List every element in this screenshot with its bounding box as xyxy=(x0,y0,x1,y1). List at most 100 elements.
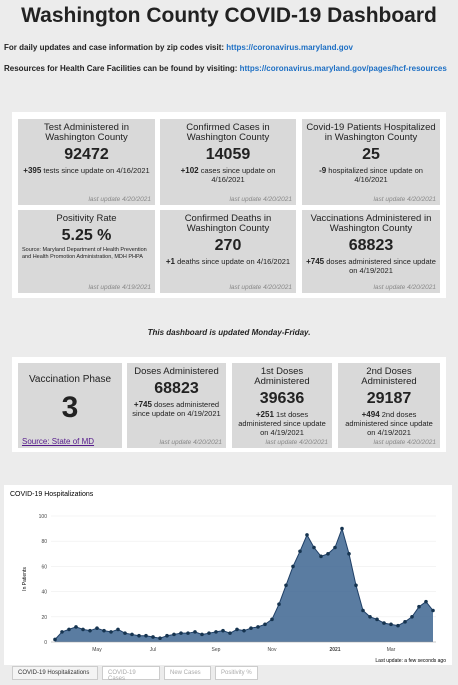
y-tick-label: 0 xyxy=(44,640,47,646)
point xyxy=(368,615,372,619)
card-value: 14059 xyxy=(205,146,251,163)
point xyxy=(109,630,113,634)
delta-note: doses administered since update on 4/19/… xyxy=(132,400,221,418)
delta-note: doses administered since update on 4/19/… xyxy=(326,257,436,275)
point xyxy=(263,622,267,627)
card-updated: last update 4/20/2021 xyxy=(229,196,292,203)
point xyxy=(340,526,344,531)
delta-value: -9 xyxy=(319,166,327,175)
point xyxy=(228,631,232,635)
delta-note: 1st doses administered since update on 4… xyxy=(238,410,326,437)
card-value: 29187 xyxy=(366,390,412,407)
point xyxy=(151,635,155,639)
info-line: For daily updates and case information b… xyxy=(4,42,454,54)
card-value: 39636 xyxy=(259,390,305,407)
tab[interactable]: COVID-19 Hospitalizations xyxy=(12,666,98,680)
point xyxy=(67,627,71,632)
delta-value: +251 xyxy=(255,410,274,419)
point xyxy=(305,533,309,537)
stat-card: Test Administered in Washington County 92… xyxy=(18,119,155,205)
point xyxy=(424,599,428,604)
point xyxy=(277,602,281,606)
chart-title: COVID-19 Hospitalizations xyxy=(10,491,94,498)
phase-card: Vaccination Phase 3 Source: State of MD xyxy=(18,363,122,448)
card-delta: +102 cases since update on 4/16/2021 xyxy=(164,166,292,184)
card-title: Confirmed Cases in Washington County xyxy=(186,122,270,143)
point xyxy=(172,632,176,637)
x-tick-label: Jul xyxy=(150,647,156,653)
point xyxy=(382,621,386,625)
point xyxy=(200,632,204,637)
point xyxy=(410,615,414,619)
card-value: 270 xyxy=(214,237,242,254)
info-text: For daily updates and case information b… xyxy=(4,43,225,52)
card-title: 1st Doses Administered xyxy=(254,366,310,387)
point xyxy=(270,617,274,622)
point xyxy=(312,545,316,550)
card-value: 92472 xyxy=(64,146,109,163)
stat-card: Vaccinations Administered in Washington … xyxy=(302,210,440,293)
point xyxy=(403,620,407,624)
stat-card: Doses Administered 68823 +745 doses admini… xyxy=(127,363,226,448)
point xyxy=(326,552,330,556)
point xyxy=(431,608,435,613)
point xyxy=(361,608,365,613)
point xyxy=(123,631,127,635)
card-source: Source: Maryland Department of Health Pr… xyxy=(22,247,147,260)
card-title: Positivity Rate xyxy=(56,213,117,224)
point xyxy=(221,628,225,633)
point xyxy=(214,630,218,634)
point xyxy=(347,552,351,556)
y-tick-label: 20 xyxy=(41,615,47,621)
y-axis-label: In Patients xyxy=(22,567,28,591)
card-updated: last update 4/20/2021 xyxy=(265,439,328,446)
source-link[interactable]: Source: State of MD xyxy=(22,437,95,446)
card-value: 25 xyxy=(362,146,380,163)
card-title: Doses Administered xyxy=(134,366,219,377)
point xyxy=(179,631,183,635)
tab[interactable]: COVID-19 Cases xyxy=(102,666,160,682)
tab[interactable]: Positivity % xyxy=(215,666,258,680)
chart-panel: COVID-19 Hospitalizations In Patients La… xyxy=(4,485,452,665)
footer: Last update: a few seconds ago xyxy=(375,658,446,664)
point xyxy=(74,625,78,629)
delta-value: +745 xyxy=(306,257,325,266)
card-updated: last update 4/20/2021 xyxy=(373,284,436,291)
point xyxy=(417,604,421,609)
delta-value: +745 xyxy=(133,400,152,409)
card-value: 68823 xyxy=(348,237,394,254)
delta-note: hospitalized since update on 4/16/2021 xyxy=(328,166,423,184)
point xyxy=(333,545,337,550)
link[interactable]: https://coronavirus.maryland.gov xyxy=(226,43,353,52)
point xyxy=(130,632,134,637)
card-delta: +745 doses administered since update on … xyxy=(131,400,222,418)
area xyxy=(55,528,433,642)
card-value: 68823 xyxy=(154,380,199,397)
card-delta: -9 hospitalized since update on 4/16/202… xyxy=(306,166,436,184)
point xyxy=(319,554,323,559)
stat-card: Confirmed Deaths in Washington County 270… xyxy=(160,210,296,293)
tab[interactable]: New Cases xyxy=(164,666,211,680)
card-updated: last update 4/20/2021 xyxy=(229,284,292,291)
stat-card: 1st Doses Administered 39636 +251 1st dose… xyxy=(232,363,332,448)
point xyxy=(81,627,85,632)
card-updated: last update 4/20/2021 xyxy=(373,439,436,446)
info-line: Resources for Health Care Facilities can… xyxy=(4,63,454,75)
y-tick-label: 100 xyxy=(39,514,48,520)
point xyxy=(102,628,106,633)
card-title: 2nd Doses Administered xyxy=(361,366,417,387)
y-tick-label: 60 xyxy=(41,564,47,570)
delta-value: +102 xyxy=(180,166,199,175)
point xyxy=(284,583,288,588)
card-title: Test Administered in Washington County xyxy=(43,122,129,143)
link[interactable]: https://coronavirus.maryland.gov/pages/h… xyxy=(239,64,447,73)
delta-note: deaths since update on 4/16/2021 xyxy=(177,257,291,266)
stat-card: Confirmed Cases in Washington County 1405… xyxy=(160,119,296,205)
x-tick-label: Nov xyxy=(268,647,277,653)
point xyxy=(144,633,148,638)
point xyxy=(137,633,141,638)
delta-note: tests since update on 4/16/2021 xyxy=(43,166,150,175)
x-tick-label: May xyxy=(92,647,102,653)
y-tick-label: 40 xyxy=(41,590,47,596)
delta-note: 2nd doses administered since update on 4… xyxy=(345,410,433,437)
